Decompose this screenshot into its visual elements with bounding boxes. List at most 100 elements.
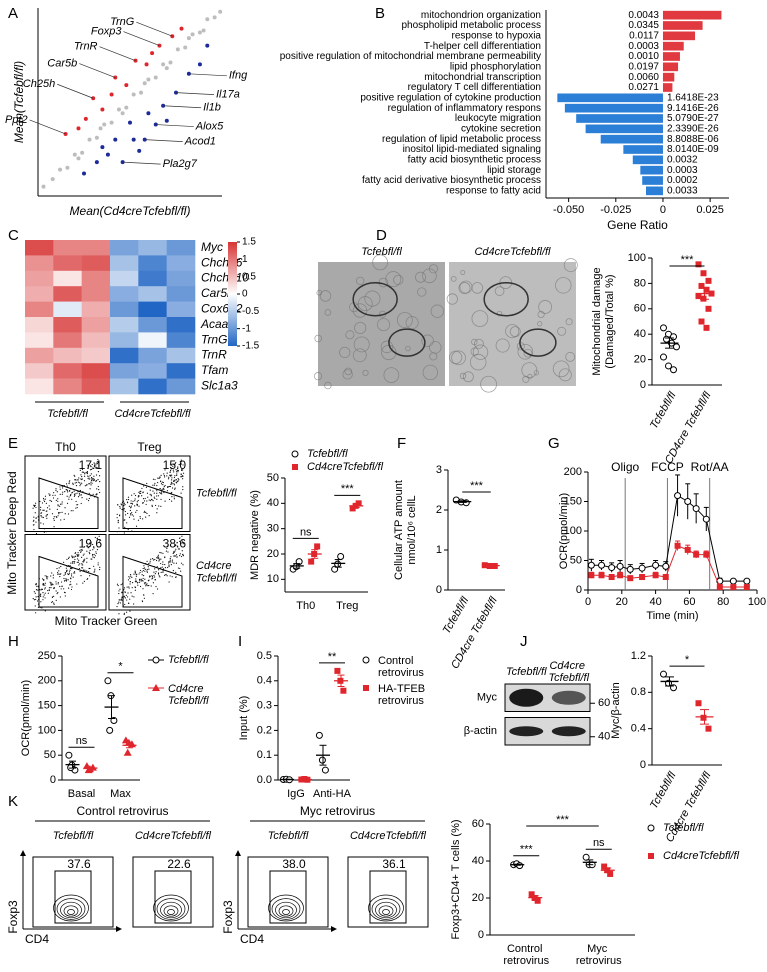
- flow-event: [86, 557, 88, 560]
- heat-cell: [138, 378, 167, 395]
- flow-event: [134, 505, 136, 507]
- event-label: Rot/AA: [691, 460, 729, 474]
- flow-event: [126, 611, 128, 613]
- flow-event: [96, 494, 98, 496]
- em-texture: [533, 370, 539, 376]
- flow-event: [148, 584, 150, 587]
- flow-event: [70, 510, 72, 512]
- x-axis-label: CD4: [25, 932, 49, 946]
- flow-event: [169, 469, 172, 472]
- flow-event: [43, 500, 46, 503]
- flow-event: [179, 553, 181, 555]
- point: [72, 152, 77, 157]
- flow-event: [146, 500, 148, 502]
- sample-label: Cd4creTcfebfl/fl: [135, 830, 212, 842]
- flow-event: [143, 511, 145, 513]
- flow-event: [88, 497, 90, 500]
- bar: [662, 52, 680, 61]
- flow-event: [33, 505, 36, 508]
- y-tick-label: 10: [267, 573, 279, 585]
- flow-event: [52, 494, 54, 496]
- sig-label: ***: [681, 254, 695, 266]
- flow-event: [151, 557, 154, 560]
- flow-event: [182, 486, 184, 488]
- flow-event: [182, 543, 184, 545]
- flow-event: [118, 613, 120, 615]
- heat-cell: [25, 317, 54, 333]
- y-axis-label: Myc/β-actin: [610, 682, 622, 738]
- flow-event: [162, 571, 164, 573]
- point: [639, 574, 646, 581]
- flow-event: [98, 467, 100, 469]
- flow-event: [130, 592, 132, 594]
- gene-label: Il17a: [216, 89, 240, 101]
- p-value-label: 0.0060: [628, 72, 659, 83]
- point: [598, 572, 605, 579]
- flow-event: [128, 505, 130, 507]
- category-label: inositol lipid-mediated signaling: [403, 144, 541, 155]
- flow-event: [59, 486, 61, 488]
- heat-cell: [25, 378, 54, 395]
- legend-marker: [362, 656, 370, 664]
- flow-event: [175, 479, 177, 481]
- em-texture: [429, 352, 438, 361]
- flow-event: [75, 507, 77, 509]
- y-tick-label: 0.4: [631, 723, 646, 735]
- flow-event: [68, 556, 70, 558]
- heat-cell: [25, 270, 54, 287]
- flow-event: [44, 597, 46, 599]
- heat-cell: [53, 347, 82, 364]
- em-texture: [552, 360, 570, 378]
- flow-event: [43, 594, 45, 596]
- flow-event: [169, 474, 171, 476]
- flow-event: [84, 558, 86, 560]
- panel-label: J: [520, 633, 528, 650]
- x-tick-label: Control retrovirus: [503, 943, 549, 967]
- flow-event: [155, 585, 157, 588]
- flow-event: [97, 458, 99, 461]
- point: [673, 343, 680, 351]
- flow-event: [180, 570, 182, 572]
- y-tick-label: 2: [436, 504, 442, 516]
- flow-event: [180, 562, 183, 564]
- flow-event: [83, 559, 85, 561]
- flow-event: [79, 494, 81, 496]
- flow-event: [62, 491, 64, 493]
- flow-event: [74, 555, 76, 558]
- category-label: response to hypoxia: [451, 30, 541, 41]
- heat-cell: [25, 255, 54, 272]
- em-texture: [505, 324, 520, 339]
- row-label: Myc: [201, 240, 223, 254]
- flow-event: [35, 596, 37, 598]
- flow-event: [173, 476, 176, 479]
- flow-event: [74, 560, 76, 563]
- flow-event: [151, 578, 153, 580]
- flow-event: [95, 552, 97, 555]
- flow-event: [170, 483, 172, 485]
- flow-event: [119, 602, 122, 604]
- flow-event: [78, 564, 80, 566]
- y-tick-label: 0: [640, 759, 646, 771]
- flow-event: [145, 584, 148, 586]
- flow-event: [171, 477, 173, 479]
- flow-event: [59, 493, 61, 495]
- heat-cell: [81, 317, 111, 333]
- flow-event: [40, 512, 42, 514]
- flow-event: [164, 469, 166, 471]
- flow-event: [45, 510, 47, 512]
- flow-event: [137, 499, 139, 502]
- blot-band: [551, 690, 586, 705]
- flow-event: [70, 562, 72, 564]
- flow-event: [81, 563, 83, 565]
- lane-label: Tcfebfl/fl: [506, 666, 547, 678]
- flow-event: [76, 554, 78, 556]
- point: [660, 324, 667, 332]
- flow-event: [158, 505, 160, 507]
- flow-event: [71, 561, 74, 563]
- flow-event: [74, 479, 76, 481]
- flow-event: [53, 586, 55, 589]
- column-label: Treg: [137, 440, 161, 454]
- point: [695, 293, 702, 300]
- heat-cell: [138, 363, 167, 379]
- point: [131, 92, 136, 97]
